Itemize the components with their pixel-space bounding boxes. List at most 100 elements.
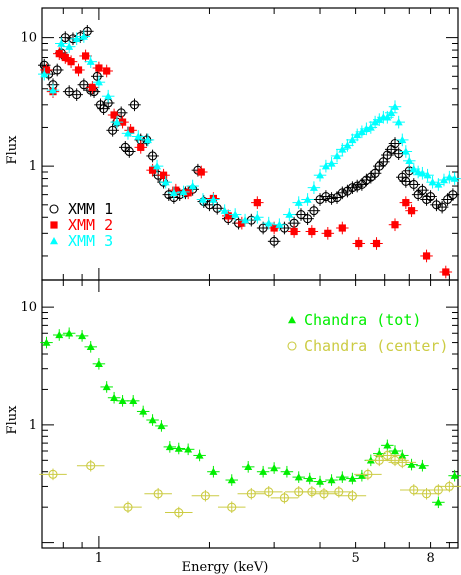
data-point xyxy=(70,88,83,101)
data-point xyxy=(46,83,60,97)
data-point xyxy=(177,185,190,199)
data-point xyxy=(388,100,402,114)
data-point xyxy=(254,486,283,498)
data-point xyxy=(141,133,155,147)
data-point xyxy=(92,75,106,89)
data-point xyxy=(336,186,349,200)
data-point xyxy=(163,441,177,453)
data-point xyxy=(165,506,193,519)
data-point xyxy=(336,471,349,483)
data-point xyxy=(267,221,281,235)
data-point xyxy=(370,237,383,250)
data-point xyxy=(186,179,199,193)
bottom-legend: Chandra (tot) Chandra (center) xyxy=(287,311,449,355)
bottom-plot-frame xyxy=(41,279,459,549)
data-point xyxy=(377,155,390,169)
y-tick-label: 1 xyxy=(29,418,37,433)
data-point xyxy=(346,133,359,147)
data-point xyxy=(55,37,68,50)
data-point xyxy=(144,487,172,500)
data-point xyxy=(150,159,164,173)
data-point xyxy=(107,108,121,122)
data-point xyxy=(388,137,402,150)
data-point xyxy=(40,336,53,349)
top-data-marks xyxy=(38,24,461,279)
data-point xyxy=(238,213,252,227)
data-point xyxy=(336,221,349,235)
data-point xyxy=(283,208,296,221)
data-point xyxy=(256,465,270,478)
data-point xyxy=(159,175,172,189)
data-point xyxy=(448,469,461,482)
data-point xyxy=(325,157,338,170)
data-point xyxy=(210,201,224,215)
data-point xyxy=(77,30,91,43)
legend-label: Chandra (tot) xyxy=(304,311,421,329)
data-point xyxy=(106,123,119,137)
x-tick-label: 8 xyxy=(426,551,434,566)
data-point xyxy=(298,486,326,498)
legend-label: XMM 1 xyxy=(68,200,113,218)
data-point xyxy=(62,327,76,340)
data-point xyxy=(92,61,106,75)
data-point xyxy=(225,474,239,486)
data-point xyxy=(76,459,105,472)
data-point xyxy=(267,234,281,248)
data-point xyxy=(407,178,421,191)
legend-entry: XMM 1 xyxy=(49,200,113,218)
data-point xyxy=(441,193,454,206)
data-point xyxy=(325,192,338,205)
bottom-data-marks xyxy=(39,327,461,519)
data-point xyxy=(39,468,67,481)
data-point xyxy=(405,458,418,471)
data-point xyxy=(287,225,301,238)
data-point xyxy=(251,210,264,224)
data-point xyxy=(392,115,405,129)
data-point xyxy=(373,449,402,462)
data-point xyxy=(430,198,443,212)
data-point xyxy=(64,55,78,68)
data-point xyxy=(426,175,439,189)
data-point xyxy=(341,139,354,152)
data-point xyxy=(421,168,434,182)
data-point xyxy=(388,456,417,469)
data-point xyxy=(167,186,181,200)
data-point xyxy=(310,487,338,500)
data-point xyxy=(341,184,354,198)
data-point xyxy=(191,489,220,502)
data-point xyxy=(399,175,413,188)
data-point xyxy=(84,55,97,68)
data-point xyxy=(325,474,338,486)
data-point xyxy=(280,465,294,478)
data-point xyxy=(303,472,316,485)
data-point xyxy=(338,489,367,502)
data-point xyxy=(313,193,327,206)
data-point xyxy=(439,265,453,279)
data-point xyxy=(354,468,382,481)
data-point xyxy=(100,381,113,393)
legend-label: XMM 2 xyxy=(68,216,113,234)
data-point xyxy=(81,24,94,38)
data-point xyxy=(307,181,321,194)
data-point xyxy=(292,196,305,209)
data-point xyxy=(38,67,51,81)
data-point xyxy=(181,443,195,456)
y-tick-label: 10 xyxy=(20,31,37,46)
data-point xyxy=(405,204,418,218)
data-point xyxy=(172,442,186,455)
data-point xyxy=(305,225,319,238)
data-point xyxy=(368,166,382,180)
legend-entry: Chandra (center) xyxy=(287,337,449,355)
bottom-y-axis-label: Flux xyxy=(5,405,20,435)
data-point xyxy=(207,465,220,478)
data-point xyxy=(136,405,150,418)
data-point xyxy=(134,141,147,154)
data-point xyxy=(107,391,121,404)
data-point xyxy=(301,212,314,226)
data-point xyxy=(321,227,335,240)
data-point xyxy=(146,149,159,163)
top-y-axis-label: Flux xyxy=(5,135,20,165)
data-point xyxy=(251,196,264,209)
data-point xyxy=(101,89,115,103)
